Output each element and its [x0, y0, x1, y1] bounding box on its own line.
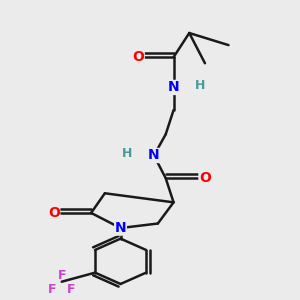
- Text: N: N: [168, 80, 179, 94]
- Text: O: O: [199, 171, 211, 185]
- Text: N: N: [115, 221, 126, 235]
- Text: H: H: [195, 80, 206, 92]
- Text: N: N: [148, 148, 160, 163]
- Text: O: O: [48, 206, 60, 220]
- Text: F: F: [57, 269, 66, 282]
- Text: F: F: [67, 283, 76, 296]
- Text: F: F: [48, 283, 56, 296]
- Text: O: O: [132, 50, 144, 64]
- Text: H: H: [122, 148, 132, 160]
